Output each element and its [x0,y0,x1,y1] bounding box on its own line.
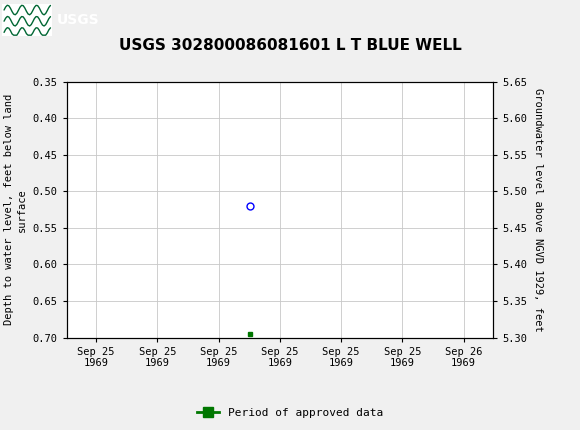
FancyBboxPatch shape [2,4,52,36]
Legend: Period of approved data: Period of approved data [193,403,387,422]
Text: USGS: USGS [56,13,99,27]
Y-axis label: Groundwater level above NGVD 1929, feet: Groundwater level above NGVD 1929, feet [532,88,542,332]
Y-axis label: Depth to water level, feet below land
surface: Depth to water level, feet below land su… [4,94,27,325]
Text: USGS 302800086081601 L T BLUE WELL: USGS 302800086081601 L T BLUE WELL [119,38,461,52]
